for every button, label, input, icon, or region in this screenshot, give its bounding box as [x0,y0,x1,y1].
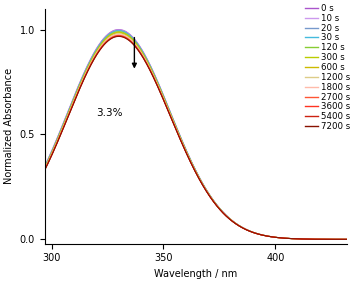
Y-axis label: Normalized Absorbance: Normalized Absorbance [4,68,14,184]
Legend: 0 s, 10 s, 20 s, 30 s, 120 s, 300 s, 600 s, 1200 s, 1800 s, 2700 s, 3600 s, 5400: 0 s, 10 s, 20 s, 30 s, 120 s, 300 s, 600… [306,4,350,131]
Text: 3.3%: 3.3% [97,108,123,119]
X-axis label: Wavelength / nm: Wavelength / nm [154,269,238,279]
